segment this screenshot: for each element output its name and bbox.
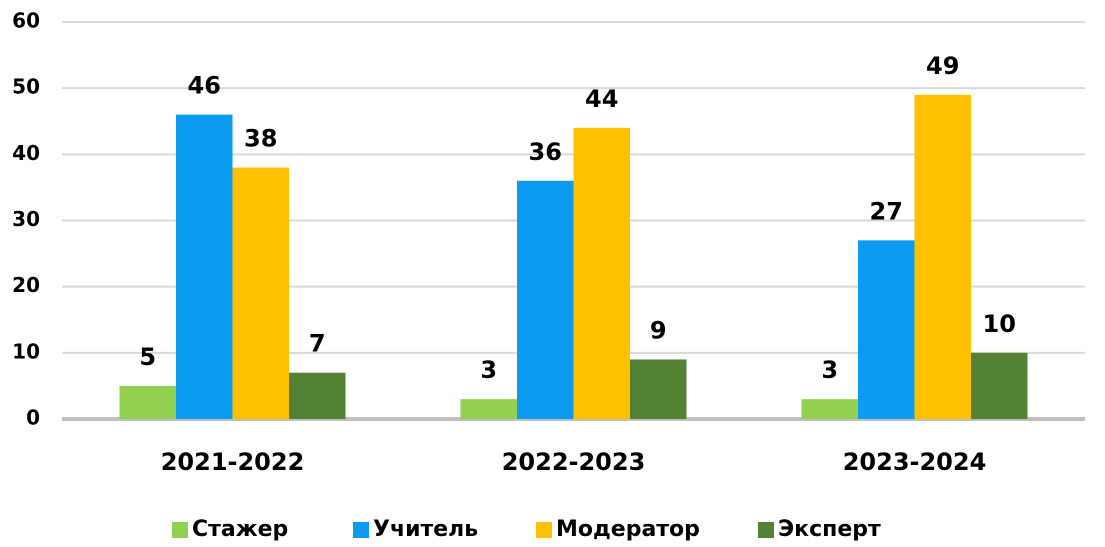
data-label: 36 bbox=[529, 138, 562, 166]
data-label: 44 bbox=[585, 85, 618, 113]
bar bbox=[858, 240, 915, 419]
data-label: 9 bbox=[650, 316, 667, 344]
data-label: 3 bbox=[480, 356, 497, 384]
y-tick-label: 60 bbox=[12, 9, 40, 33]
bar bbox=[517, 180, 574, 419]
data-label: 27 bbox=[870, 197, 903, 225]
bar bbox=[630, 359, 687, 419]
legend-swatch bbox=[353, 522, 369, 538]
x-tick-label: 2023-2024 bbox=[843, 448, 987, 476]
legend-swatch bbox=[172, 522, 188, 538]
data-label: 5 bbox=[139, 343, 156, 371]
y-tick-label: 30 bbox=[12, 207, 40, 231]
legend-label: Эксперт bbox=[778, 517, 881, 542]
data-label: 46 bbox=[188, 72, 221, 100]
legend-label: Стажер bbox=[192, 517, 288, 542]
bar bbox=[460, 399, 517, 419]
bar bbox=[801, 399, 858, 419]
y-tick-label: 10 bbox=[12, 339, 40, 363]
bar bbox=[232, 167, 289, 419]
bar bbox=[914, 94, 971, 420]
y-tick-label: 20 bbox=[12, 273, 40, 297]
bar bbox=[176, 114, 233, 419]
y-tick-label: 50 bbox=[12, 75, 40, 99]
y-tick-label: 0 bbox=[26, 406, 40, 430]
data-label: 10 bbox=[983, 310, 1016, 338]
y-tick-label: 40 bbox=[12, 141, 40, 165]
x-tick-label: 2022-2023 bbox=[502, 448, 646, 476]
bar bbox=[289, 372, 346, 419]
data-label: 38 bbox=[244, 125, 277, 153]
legend-label: Учитель bbox=[373, 517, 478, 542]
data-label: 3 bbox=[821, 356, 838, 384]
bar bbox=[971, 352, 1028, 419]
data-label: 7 bbox=[309, 330, 326, 358]
data-label: 49 bbox=[926, 52, 959, 80]
bar bbox=[573, 127, 630, 419]
x-tick-label: 2021-2022 bbox=[161, 448, 305, 476]
bar bbox=[119, 385, 176, 419]
legend-swatch bbox=[758, 522, 774, 538]
legend-swatch bbox=[536, 522, 552, 538]
legend-label: Модератор bbox=[556, 517, 700, 542]
